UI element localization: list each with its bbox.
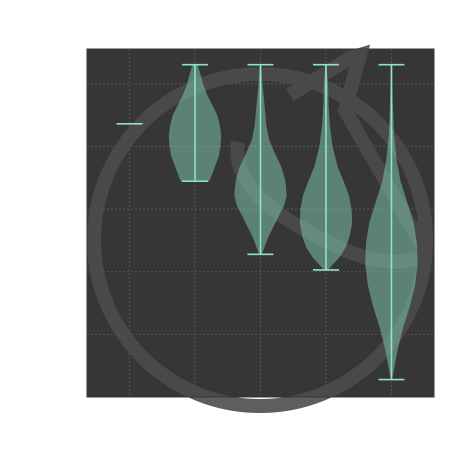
plot-border bbox=[86, 48, 435, 398]
violins bbox=[116, 63, 418, 381]
